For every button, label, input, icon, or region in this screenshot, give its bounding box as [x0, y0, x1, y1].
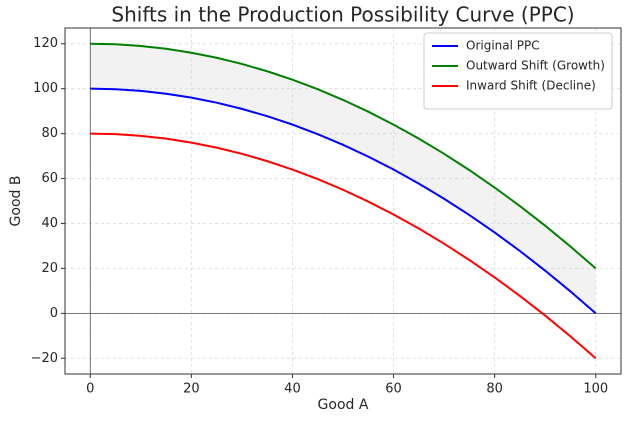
legend-label: Inward Shift (Decline)	[466, 79, 596, 93]
legend-box	[423, 32, 613, 110]
x-tick-label: 60	[385, 382, 402, 397]
x-tick-label: 20	[183, 382, 200, 397]
y-tick-label: −20	[31, 351, 58, 366]
line	[90, 42, 597, 270]
x-tick-label: 0	[86, 382, 94, 397]
y-tick-label: 80	[41, 126, 58, 141]
chart-title: Shifts in the Production Possibility Cur…	[111, 3, 574, 27]
x-tick-label: 80	[486, 382, 503, 397]
x-axis-label: Good A	[318, 397, 369, 413]
y-tick-label: 120	[33, 36, 58, 51]
y-tick-label: 20	[41, 261, 58, 276]
line	[90, 87, 597, 315]
shaded-area	[90, 43, 596, 314]
legend-label: Original PPC	[466, 39, 540, 53]
y-tick-label: 0	[50, 306, 58, 321]
line	[90, 132, 597, 360]
x-tick-label: 40	[284, 382, 301, 397]
legend-label: Outward Shift (Growth)	[466, 59, 605, 73]
y-axis-label: Good B	[8, 176, 24, 227]
plot-frame	[64, 27, 622, 375]
y-tick-label: 40	[41, 216, 58, 231]
x-tick-label: 100	[583, 382, 608, 397]
y-tick-label: 60	[41, 171, 58, 186]
y-tick-label: 100	[33, 81, 58, 96]
